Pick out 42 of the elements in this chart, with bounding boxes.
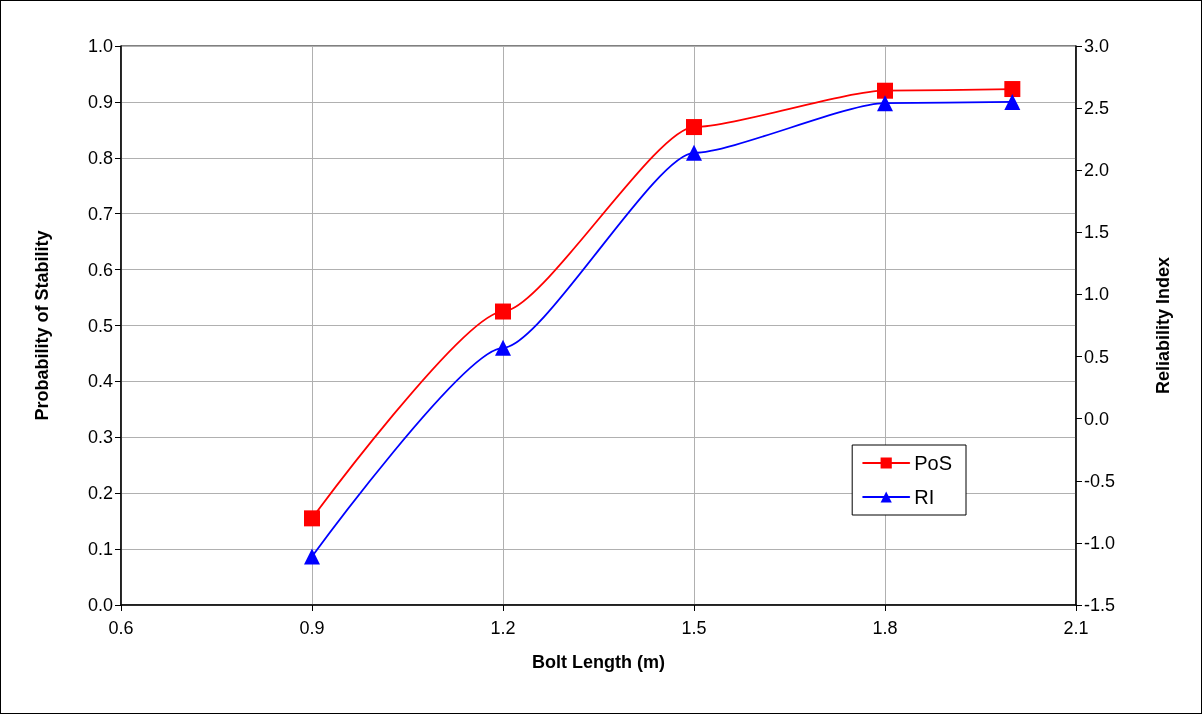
legend-label: RI <box>914 486 935 508</box>
y2-tick-label: 1.0 <box>1084 284 1110 305</box>
x-tick-label: 0.9 <box>299 618 325 638</box>
point <box>1004 81 1021 98</box>
point <box>495 303 511 320</box>
y-tick-label: 0.8 <box>87 147 113 168</box>
y-tick-label: 0.7 <box>87 203 113 224</box>
point <box>1004 93 1021 110</box>
y2-tick-label: -1.0 <box>1084 532 1116 553</box>
y-tick-label: 0.6 <box>87 259 113 280</box>
y-tick-label: 0.1 <box>87 539 113 560</box>
x-tick-label: 1.2 <box>490 618 516 638</box>
y-tick-label: 0.5 <box>87 315 113 336</box>
y-tick-label: 0.3 <box>87 427 113 448</box>
x-tick-label: 1.5 <box>681 618 707 638</box>
x-tick-label: 2.1 <box>1063 618 1089 638</box>
point <box>686 119 702 136</box>
y-tick-label: 1.0 <box>87 36 113 56</box>
y2-tick-label: -1.5 <box>1084 595 1116 615</box>
x-tick-label: 0.6 <box>108 618 134 638</box>
legend-label: PoS <box>914 452 953 474</box>
point <box>686 144 702 161</box>
point <box>877 95 893 112</box>
y2-tick-label: -0.5 <box>1084 470 1116 491</box>
y2-tick-label: 2.0 <box>1084 160 1110 181</box>
point <box>877 82 893 99</box>
x-tick-label: 1.8 <box>872 618 898 638</box>
y2-tick-label: 3.0 <box>1084 36 1110 56</box>
y2-tick-label: 0.0 <box>1084 408 1110 429</box>
y-tick-label: 0.9 <box>87 91 113 112</box>
y2-axis-title: Reliability Index <box>1153 256 1173 395</box>
y-axis-title: Probability of Stability <box>32 230 52 421</box>
y2-tick-label: 1.5 <box>1084 222 1110 243</box>
point <box>304 548 320 565</box>
y-tick-label: 0.4 <box>87 371 113 392</box>
point <box>304 510 320 527</box>
y-tick-label: 0.2 <box>87 483 113 504</box>
y2-tick-label: 0.5 <box>1084 346 1110 367</box>
x-axis-title: Bolt Length (m) <box>532 652 665 672</box>
y2-tick-label: 2.5 <box>1084 98 1110 119</box>
point <box>495 339 511 356</box>
y-tick-label: 0.0 <box>87 595 113 615</box>
